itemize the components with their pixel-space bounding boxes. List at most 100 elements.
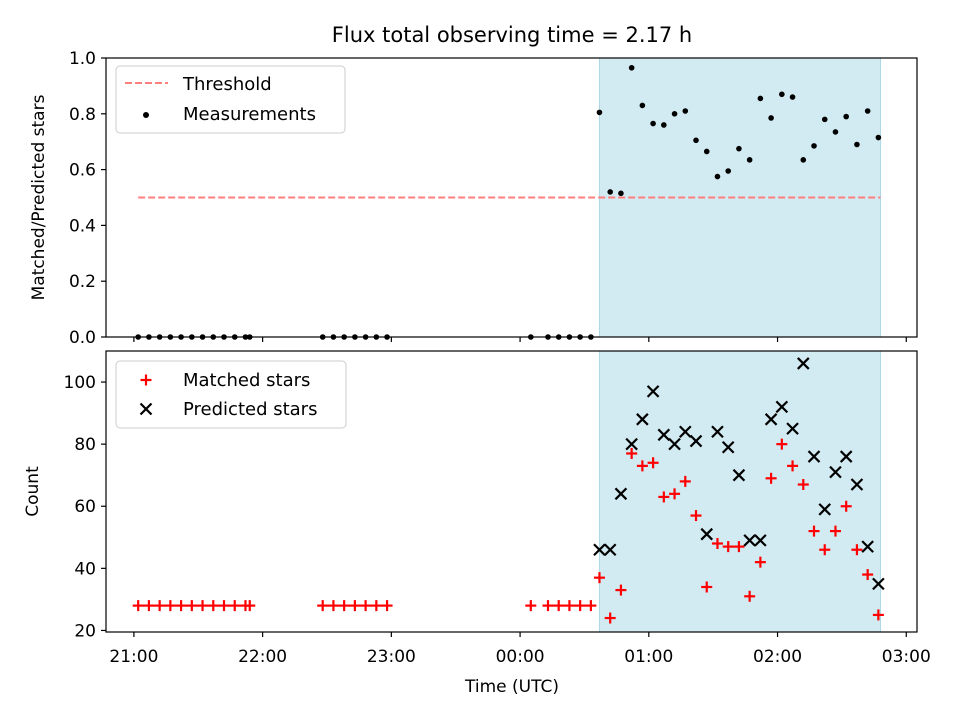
top-x-ticks (133, 337, 907, 342)
measurement-point (671, 111, 678, 117)
matched-point (797, 479, 809, 491)
matched-point (679, 475, 691, 487)
predicted-point-b (646, 385, 660, 398)
legend-predicted-label: Predicted stars (183, 399, 317, 420)
predicted-point-b (700, 527, 714, 541)
measurement-point (843, 113, 849, 120)
top-panel: 0.0 0.2 0.4 0.6 0.8 1.0 Matched/Predicted sta… (29, 49, 918, 348)
predicted-point (797, 357, 810, 370)
matched-point (754, 556, 766, 568)
matched-point (585, 600, 597, 612)
matched-point (604, 612, 616, 624)
matched-point (787, 460, 799, 472)
top-legend: Threshold Measurements (115, 65, 346, 134)
matched-point (143, 600, 155, 612)
measurement-point (628, 64, 635, 71)
top-y-tick-label: 0.8 (69, 105, 96, 125)
predicted-point-b (614, 487, 628, 501)
predicted-point (646, 385, 660, 398)
predicted-point-b (721, 440, 735, 454)
matched-point (701, 581, 713, 593)
measurement-point (682, 108, 689, 114)
top-axes-frame (105, 57, 918, 338)
top-y-tick-label: 0.6 (69, 161, 96, 181)
matched-point (658, 491, 670, 503)
predicted-point-b (861, 540, 874, 553)
predicted-point-b (603, 543, 617, 556)
matched-point (360, 600, 372, 612)
measurement-point (714, 173, 721, 180)
predicted-point (721, 440, 735, 454)
bottom-y-tick-label: 20 (74, 621, 96, 641)
predicted-point (657, 428, 671, 442)
legend-predicted-marker (139, 402, 153, 416)
bottom-legend: Matched stars Predicted stars (115, 360, 347, 429)
matched-point (690, 510, 702, 522)
predicted-point-b (872, 577, 885, 591)
predicted-point-b (711, 425, 724, 439)
predicted-point (839, 450, 853, 463)
predicted-point (711, 425, 724, 439)
predicted-point (861, 540, 874, 553)
predicted-point (668, 437, 681, 451)
matched-point (626, 447, 638, 459)
bottom-panel: 20 40 60 80 100 21:00 22:00 23:00 00:00 01:00 02:… (23, 350, 931, 697)
chart-title: Flux total observing time = 2.17 h (332, 23, 692, 47)
x-tick-label: 03:00 (882, 647, 931, 667)
top-y-tick-label: 0.2 (69, 272, 96, 292)
measurement-point (854, 141, 860, 148)
bottom-y-tick-label: 40 (74, 559, 96, 579)
matched-point (776, 438, 788, 450)
predicted-point-b (829, 465, 842, 479)
matched-point (593, 572, 605, 584)
predicted-point-b (636, 413, 649, 426)
x-tick-label: 00:00 (496, 647, 545, 667)
matched-point (744, 590, 756, 602)
top-y-tick-label: 0.0 (69, 328, 96, 348)
bottom-legend-box (115, 360, 347, 429)
legend-matched-label: Matched stars (183, 370, 310, 391)
matched-point (349, 600, 361, 612)
top-y-tick-label: 1.0 (69, 49, 96, 69)
predicted-point (732, 468, 746, 482)
predicted-point (818, 503, 832, 516)
bottom-x-ticks: 21:00 22:00 23:00 00:00 01:00 02:00 03:00 (109, 632, 931, 667)
predicted-point (775, 400, 789, 414)
bottom-y-tick-label: 60 (74, 497, 96, 517)
matched-point (327, 600, 339, 612)
x-tick-label: 23:00 (367, 647, 416, 667)
legend-predicted-marker-b (139, 402, 153, 416)
matched-point (317, 600, 329, 612)
measurement-point (768, 115, 774, 121)
predicted-point (689, 434, 703, 448)
matched-point (244, 600, 256, 612)
predicted-point-b (625, 437, 638, 451)
measurement-point (875, 134, 882, 141)
measurement-point (703, 148, 710, 155)
measurement-point (736, 145, 742, 152)
matched-point (829, 525, 841, 537)
matched-point (615, 584, 627, 596)
predicted-point (850, 478, 864, 491)
predicted-point-b (679, 425, 692, 439)
bottom-y-ticks: 20 40 60 80 100 (64, 373, 106, 641)
legend-measurement-swatch (143, 112, 149, 118)
top-y-tick-label: 0.4 (69, 216, 96, 236)
predicted-point (872, 577, 885, 591)
predicted-point-b (732, 468, 746, 482)
matched-point (525, 600, 537, 612)
bottom-y-tick-label: 100 (64, 373, 96, 393)
predicted-point-b (786, 422, 799, 435)
matched-point (132, 600, 144, 612)
legend-matched-swatch (140, 374, 152, 386)
predicted-point (593, 543, 606, 556)
matched-point (765, 472, 777, 484)
predicted-point (829, 465, 842, 479)
measurement-point (779, 91, 785, 98)
matched-points (132, 438, 884, 624)
matched-point (218, 600, 230, 612)
predicted-point (636, 413, 649, 426)
matched-point (553, 600, 565, 612)
